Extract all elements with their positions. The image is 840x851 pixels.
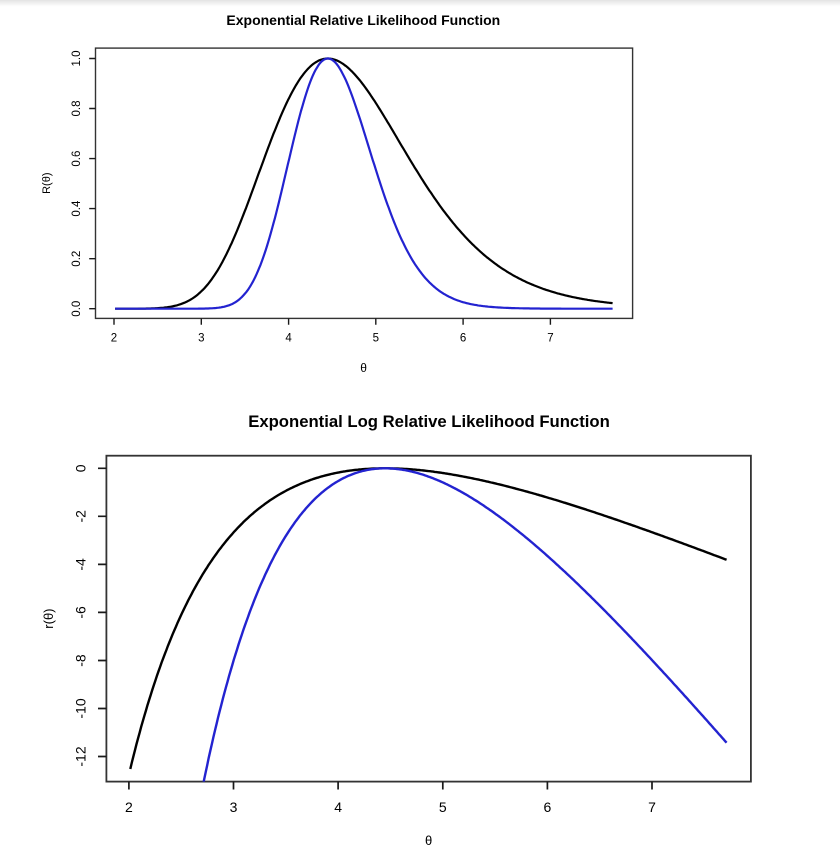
svg-text:5: 5	[373, 332, 379, 344]
svg-text:Exponential Relative Likelihoo: Exponential Relative Likelihood Function	[226, 12, 500, 28]
svg-text:Exponential Log Relative Likel: Exponential Log Relative Likelihood Func…	[248, 412, 610, 431]
svg-text:0.6: 0.6	[71, 151, 83, 167]
svg-text:4: 4	[334, 799, 342, 815]
svg-text:-2: -2	[73, 510, 89, 523]
svg-text:θ: θ	[425, 833, 432, 846]
svg-text:-12: -12	[73, 746, 89, 766]
svg-text:0: 0	[73, 464, 89, 472]
svg-text:-6: -6	[73, 606, 89, 619]
svg-text:r(θ): r(θ)	[41, 608, 56, 628]
svg-text:4: 4	[285, 332, 292, 344]
svg-text:7: 7	[648, 799, 656, 815]
svg-text:0.0: 0.0	[71, 301, 83, 317]
svg-text:6: 6	[460, 332, 466, 344]
svg-text:5: 5	[439, 799, 447, 815]
svg-text:0.2: 0.2	[71, 251, 83, 267]
svg-text:0.8: 0.8	[71, 101, 83, 117]
svg-text:7: 7	[547, 332, 553, 344]
svg-text:0.4: 0.4	[71, 200, 83, 217]
svg-text:6: 6	[544, 799, 552, 815]
svg-text:-10: -10	[73, 698, 89, 718]
svg-text:1.0: 1.0	[71, 51, 83, 67]
svg-text:3: 3	[198, 332, 204, 344]
svg-text:-4: -4	[73, 558, 89, 571]
svg-text:2: 2	[125, 799, 133, 815]
svg-text:θ: θ	[360, 361, 367, 375]
svg-text:2: 2	[111, 332, 117, 344]
svg-text:R(θ): R(θ)	[41, 173, 53, 194]
svg-text:3: 3	[230, 799, 238, 815]
svg-text:-8: -8	[73, 654, 89, 667]
